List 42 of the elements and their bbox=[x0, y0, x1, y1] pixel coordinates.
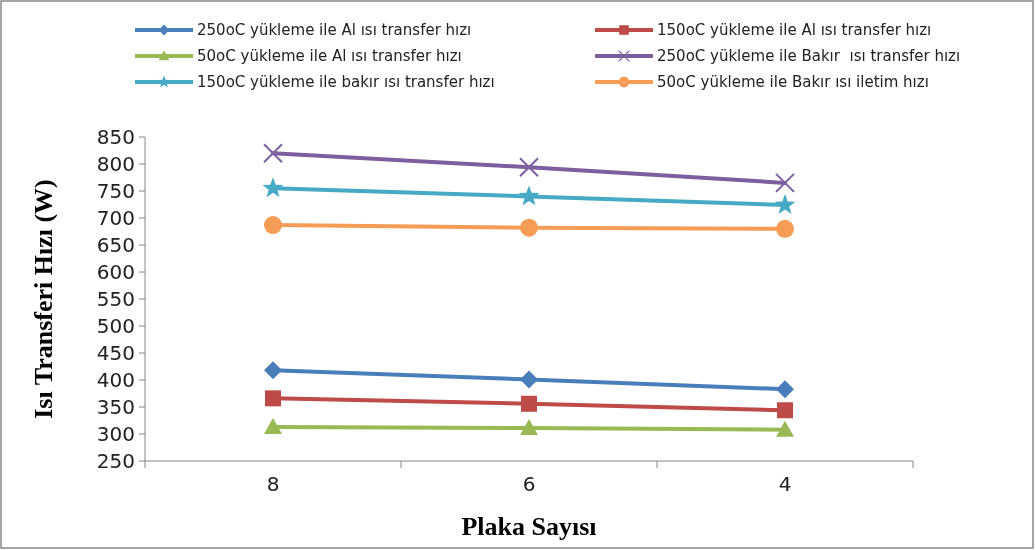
y-tick-label: 500 bbox=[96, 314, 135, 338]
point bbox=[265, 390, 281, 407]
point bbox=[521, 395, 537, 412]
y-tick-label: 550 bbox=[96, 287, 135, 311]
y-tick-label: 450 bbox=[96, 341, 135, 365]
point bbox=[264, 361, 282, 380]
point bbox=[776, 380, 794, 399]
y-tick-label: 750 bbox=[96, 179, 135, 203]
point bbox=[263, 143, 283, 164]
point bbox=[776, 420, 794, 437]
point bbox=[777, 402, 793, 419]
y-tick-label: 850 bbox=[96, 125, 135, 149]
point bbox=[774, 194, 796, 214]
legend-label: 150oC yükleme ile Al ısı transfer hızı bbox=[657, 21, 932, 40]
x-tick-label: 4 bbox=[778, 472, 792, 496]
point bbox=[519, 157, 539, 178]
y-tick-label: 650 bbox=[96, 233, 135, 257]
y-axis-title: Isı Transferi Hızı (W) bbox=[29, 179, 58, 419]
y-tick-label: 700 bbox=[96, 206, 135, 230]
legend-label: 150oC yükleme ile bakır ısı transfer hızı bbox=[197, 73, 495, 92]
point bbox=[264, 417, 282, 434]
point bbox=[518, 185, 540, 206]
point bbox=[262, 177, 284, 198]
legend-label: 50oC yükleme ile Bakır ısı iletim hızı bbox=[657, 73, 929, 92]
x-axis-title: Plaka Sayısı bbox=[461, 512, 597, 541]
y-tick-label: 600 bbox=[96, 260, 135, 284]
point bbox=[520, 218, 538, 237]
x-tick-label: 6 bbox=[522, 472, 536, 496]
point bbox=[520, 370, 538, 389]
y-tick-label: 400 bbox=[96, 368, 135, 392]
point bbox=[264, 216, 282, 235]
point bbox=[775, 172, 795, 193]
point bbox=[520, 419, 538, 436]
y-tick-label: 300 bbox=[96, 422, 135, 446]
y-tick-label: 800 bbox=[96, 152, 135, 176]
point bbox=[776, 219, 794, 238]
x-tick-label: 8 bbox=[266, 472, 280, 496]
legend-label: 250oC yükleme ile Bakır ısı transfer hızı bbox=[657, 47, 961, 66]
y-tick-label: 350 bbox=[96, 395, 135, 419]
y-tick-label: 250 bbox=[96, 449, 135, 473]
legend-label: 50oC yükleme ile Al ısı transfer hızı bbox=[197, 47, 462, 66]
legend-label: 250oC yükleme ile Al ısı transfer hızı bbox=[197, 21, 472, 40]
